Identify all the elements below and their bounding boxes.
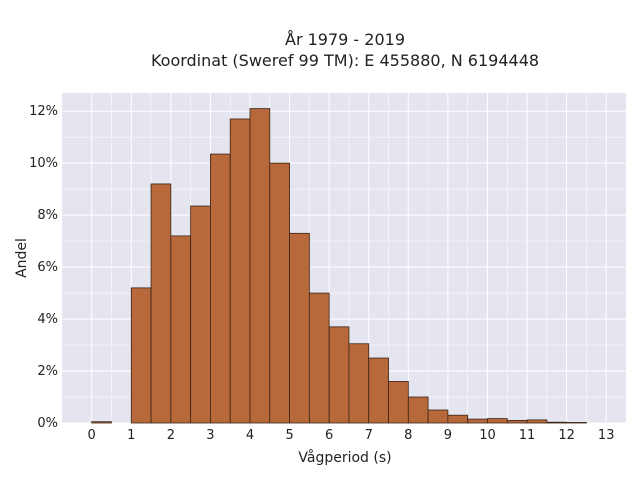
y-tick-label: 8% [37,208,58,223]
histogram-bar [566,422,587,424]
histogram-bar [487,418,508,424]
histogram-bar [190,205,211,424]
histogram-bar [269,162,290,424]
x-tick-labels: 0 1 2 3 4 5 6 7 8 9 10 11 12 13 [88,428,615,443]
x-tick-label: 0 [88,428,96,443]
bars [91,108,587,424]
y-tick-label: 4% [37,312,58,327]
x-axis-label: Vågperiod (s) [298,449,391,466]
x-tick-label: 3 [206,428,214,443]
x-tick-label: 11 [519,428,536,443]
histogram-bar [467,418,488,424]
x-tick-label: 8 [404,428,412,443]
histogram-bar [308,292,330,424]
chart-title-line1: År 1979 - 2019 [285,30,405,49]
x-tick-label: 4 [246,428,254,443]
histogram-bar [447,414,469,424]
x-tick-label: 10 [479,428,496,443]
histogram-bar [210,153,231,424]
histogram-bar [289,232,310,424]
histogram-bar [407,396,429,424]
x-tick-label: 13 [598,428,615,443]
histogram-bar [546,421,568,424]
histogram-bar [427,409,449,424]
histogram-bar [229,118,251,424]
x-tick-label: 7 [365,428,373,443]
x-tick-label: 5 [285,428,293,443]
x-tick-label: 2 [167,428,175,443]
histogram-bar [506,420,528,424]
histogram-bar [388,381,409,424]
histogram-bar [170,235,192,424]
histogram-bar [368,357,389,424]
x-tick-label: 9 [444,428,452,443]
y-tick-label: 2% [37,364,58,379]
y-tick-labels: 0% 2% 4% 6% 8% 10% 12% [29,104,58,431]
y-tick-label: 6% [37,260,58,275]
histogram-bar [348,343,370,424]
y-tick-label: 12% [29,104,58,119]
y-tick-label: 0% [37,416,58,431]
histogram-bar [328,326,350,424]
histogram-bar [130,287,152,424]
histogram-bar [91,421,112,424]
x-tick-label: 12 [558,428,575,443]
chart-title-line2: Koordinat (Sweref 99 TM): E 455880, N 61… [151,51,539,70]
x-tick-label: 1 [127,428,135,443]
histogram-bar [526,419,548,424]
histogram-bar [249,108,271,424]
x-tick-label: 6 [325,428,333,443]
histogram-bar [150,183,172,424]
y-tick-label: 10% [29,156,58,171]
y-axis-label: Andel [14,238,30,278]
